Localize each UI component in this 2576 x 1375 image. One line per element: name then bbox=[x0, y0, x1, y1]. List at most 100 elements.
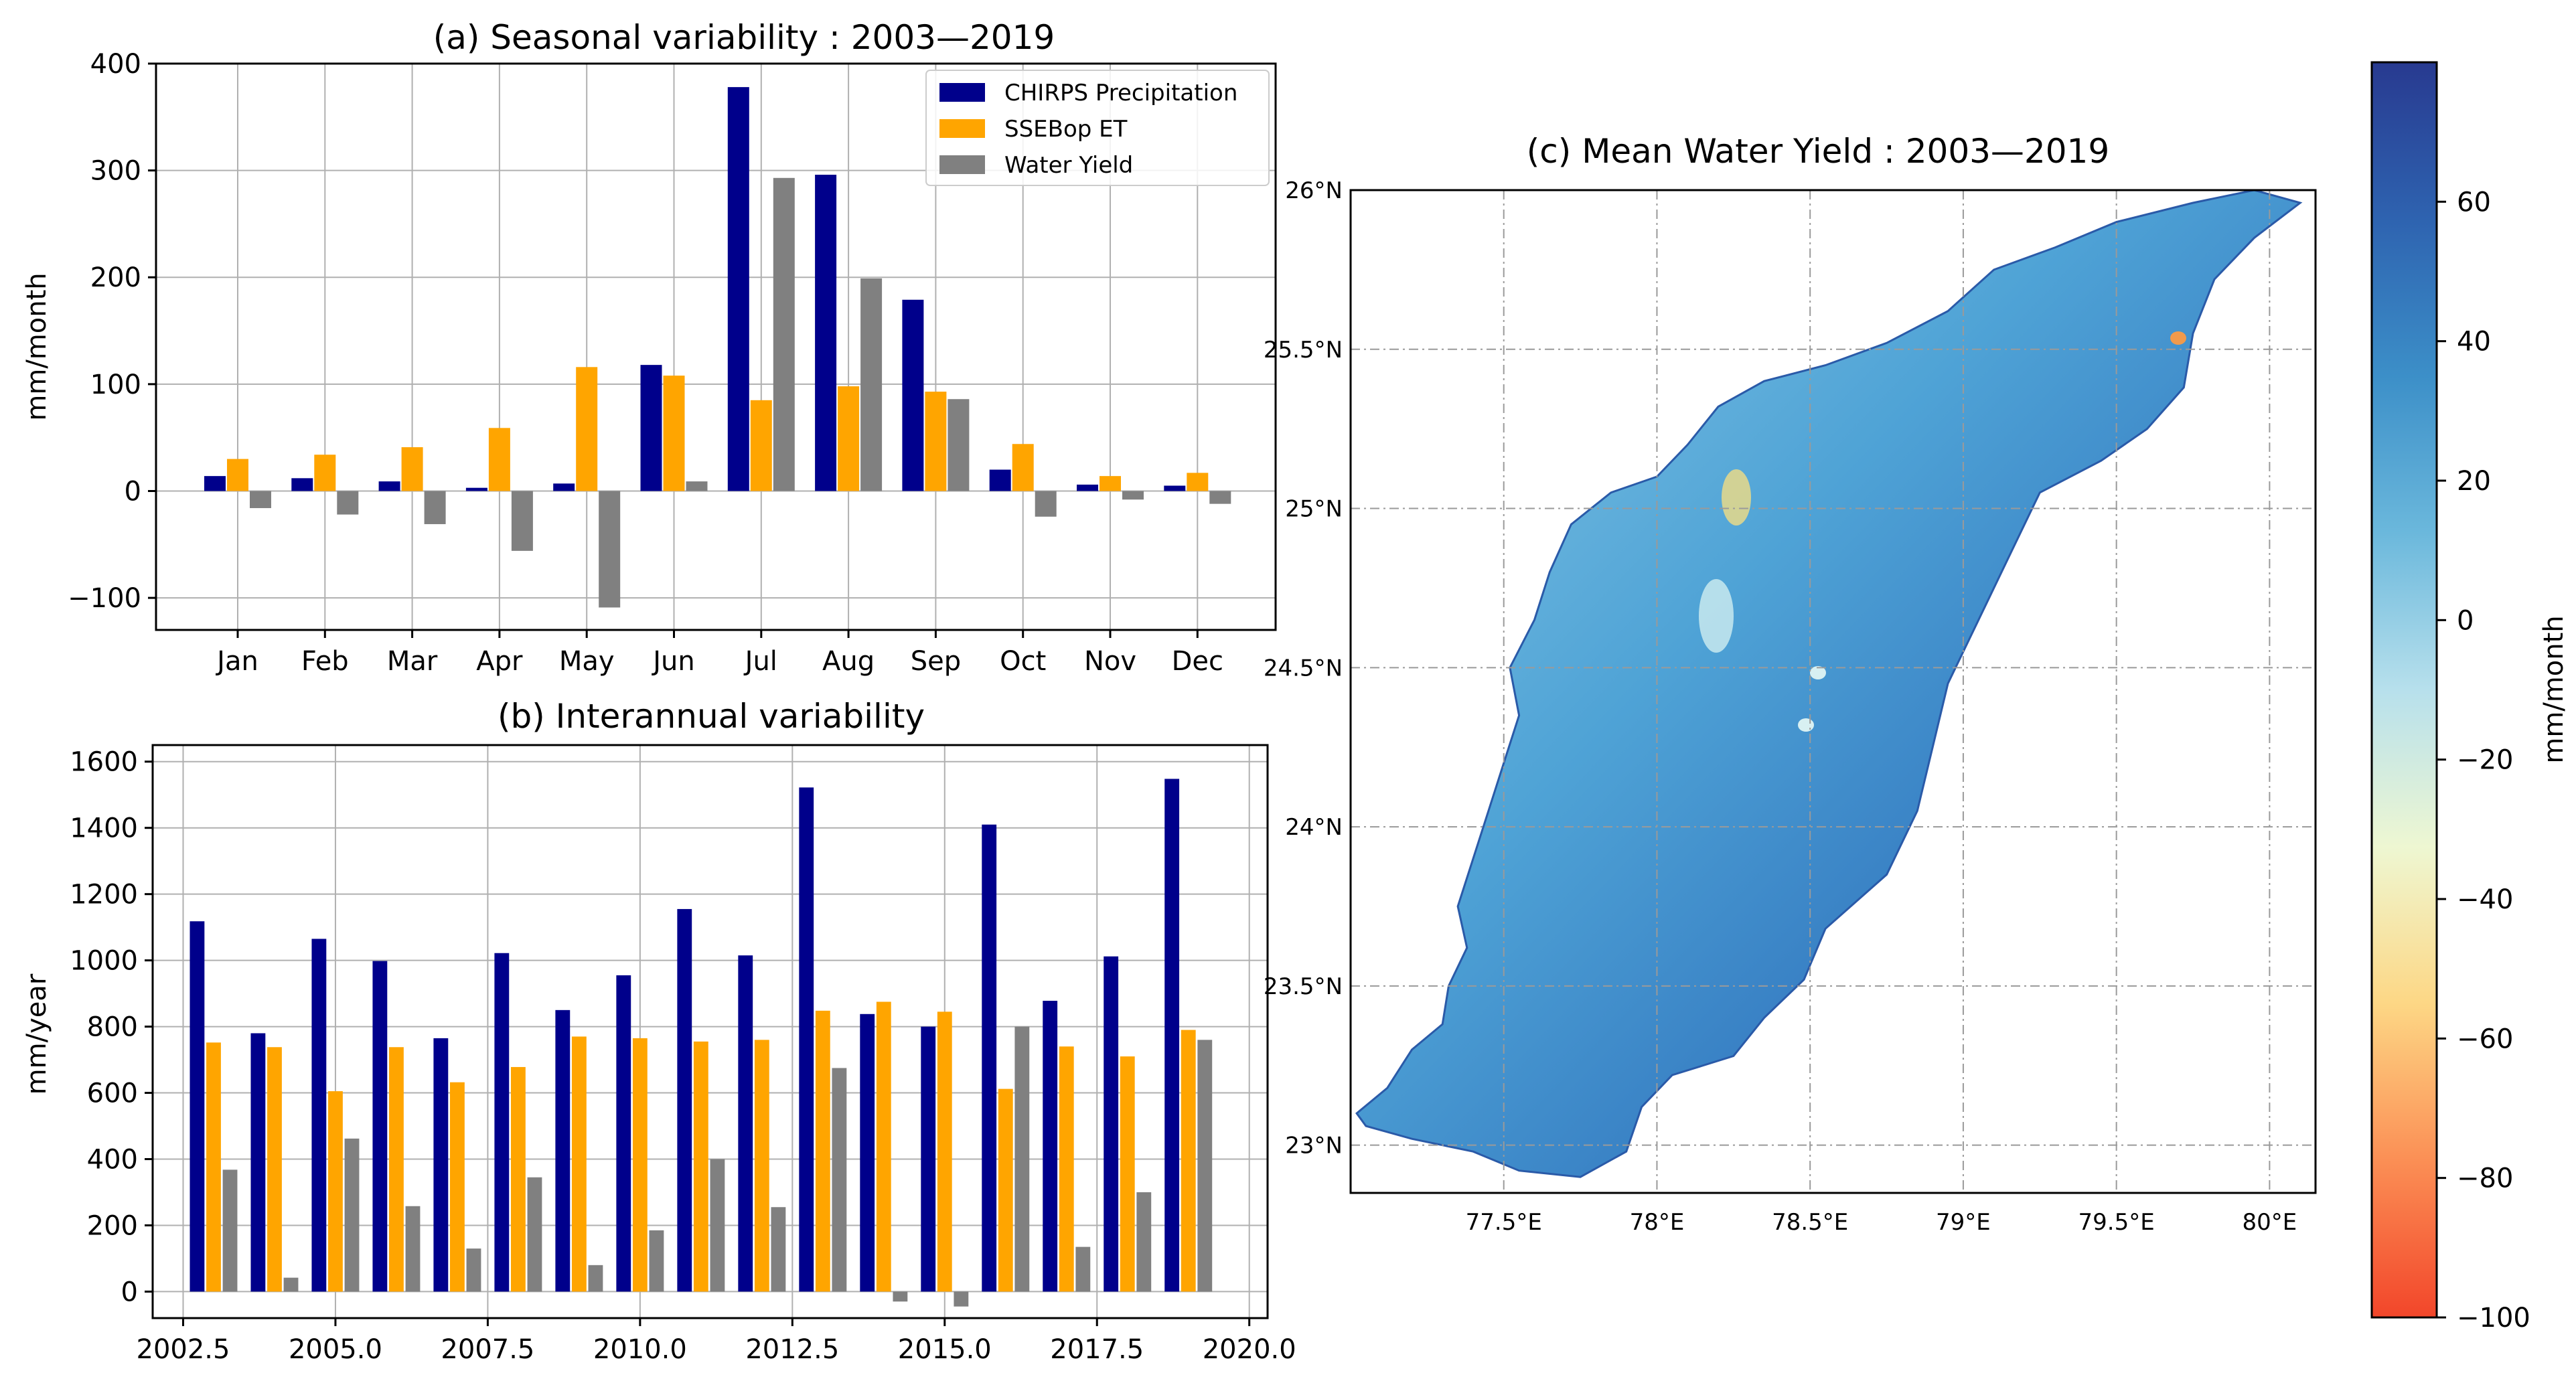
bar bbox=[727, 87, 749, 491]
bar bbox=[511, 491, 533, 551]
bar bbox=[291, 478, 313, 491]
x-tick-label: 2020.0 bbox=[1203, 1334, 1296, 1365]
y-tick-label: 24.5°N bbox=[1264, 655, 1343, 681]
low-yield-patch bbox=[1722, 469, 1751, 525]
y-tick-label: 100 bbox=[90, 370, 141, 400]
low-yield-patch bbox=[2170, 331, 2186, 345]
interannual-chart-title: (b) Interannual variability bbox=[498, 697, 925, 736]
seasonal-chart-y-ticks: −100 0 100 200 300 400 bbox=[68, 49, 156, 614]
bar bbox=[832, 1068, 847, 1292]
legend-label-precip: CHIRPS Precipitation bbox=[1004, 80, 1237, 106]
y-tick-label: 1400 bbox=[70, 813, 138, 844]
bar bbox=[998, 1088, 1013, 1292]
x-tick-label: 2012.5 bbox=[745, 1334, 839, 1365]
water-yield-map-title: (c) Mean Water Yield : 2003—2019 bbox=[1527, 132, 2109, 171]
bar bbox=[1077, 484, 1098, 491]
colorbar-tick-label: 20 bbox=[2457, 466, 2491, 497]
y-tick-label: 1200 bbox=[70, 880, 138, 910]
bar bbox=[450, 1082, 465, 1292]
bar bbox=[314, 455, 336, 491]
colorbar: 60 40 20 0 −20 −40 −60 −80 −100 mm/month bbox=[2370, 61, 2569, 1333]
bar bbox=[640, 365, 662, 491]
x-tick-label: 79.5°E bbox=[2078, 1209, 2155, 1236]
legend-label-yield: Water Yield bbox=[1004, 152, 1133, 179]
colorbar-tick-label: −40 bbox=[2457, 884, 2513, 915]
bar bbox=[1209, 491, 1231, 504]
colorbar-tick-label: −80 bbox=[2457, 1163, 2513, 1194]
y-tick-label: 1600 bbox=[70, 747, 138, 778]
interannual-chart-bars bbox=[190, 779, 1213, 1307]
colorbar-label: mm/month bbox=[2539, 615, 2569, 763]
y-tick-label: 24°N bbox=[1285, 814, 1343, 841]
bar bbox=[1136, 1192, 1152, 1292]
bar bbox=[1181, 1030, 1196, 1292]
bar bbox=[283, 1277, 299, 1292]
interannual-chart: (b) Interannual variability 2002.5 2005.0… bbox=[21, 697, 1296, 1365]
y-tick-label: 600 bbox=[87, 1078, 138, 1109]
bar bbox=[1100, 476, 1121, 491]
bar bbox=[250, 1033, 266, 1292]
colorbar-tick-label: 0 bbox=[2457, 605, 2474, 636]
seasonal-chart-frame bbox=[155, 62, 1277, 631]
bar bbox=[1120, 1056, 1135, 1292]
x-tick-label: Jan bbox=[215, 646, 258, 677]
x-tick-label: May bbox=[559, 646, 615, 677]
bar bbox=[773, 177, 795, 491]
legend-swatch-precip bbox=[939, 83, 985, 102]
seasonal-chart-title: (a) Seasonal variability : 2003—2019 bbox=[433, 18, 1055, 57]
bar bbox=[1043, 1000, 1058, 1292]
y-tick-label: 200 bbox=[90, 262, 141, 293]
bar bbox=[227, 459, 248, 491]
y-tick-label: 1000 bbox=[70, 946, 138, 977]
x-tick-label: Jun bbox=[651, 646, 695, 677]
interannual-chart-y-label: mm/year bbox=[21, 973, 52, 1095]
bar bbox=[948, 399, 970, 491]
legend-label-et: SSEBop ET bbox=[1004, 116, 1128, 143]
y-tick-label: 400 bbox=[90, 49, 141, 80]
bar bbox=[982, 824, 997, 1292]
x-tick-label: 2005.0 bbox=[289, 1334, 382, 1365]
x-tick-label: Oct bbox=[1000, 646, 1046, 677]
y-tick-label: 26°N bbox=[1285, 177, 1343, 204]
x-tick-label: 78°E bbox=[1630, 1209, 1685, 1236]
bar bbox=[1197, 1040, 1213, 1292]
y-tick-label: −100 bbox=[68, 583, 141, 614]
bar bbox=[588, 1265, 603, 1292]
x-tick-label: Jul bbox=[743, 646, 777, 677]
x-tick-label: 78.5°E bbox=[1772, 1209, 1848, 1236]
bar bbox=[206, 1042, 221, 1292]
bar bbox=[1104, 956, 1119, 1292]
bar bbox=[527, 1177, 542, 1292]
bar bbox=[328, 1091, 343, 1292]
colorbar-tick-label: −20 bbox=[2457, 745, 2513, 776]
bar bbox=[815, 1010, 830, 1292]
x-tick-label: Dec bbox=[1172, 646, 1223, 677]
x-tick-label: 77.5°E bbox=[1466, 1209, 1542, 1236]
y-tick-label: 0 bbox=[121, 1277, 138, 1307]
x-tick-label: 2007.5 bbox=[441, 1334, 534, 1365]
bar bbox=[799, 787, 814, 1292]
y-tick-label: 25°N bbox=[1285, 496, 1343, 523]
bar bbox=[190, 921, 205, 1292]
seasonal-chart: (a) Seasonal variability : 2003—2019 Jan… bbox=[21, 18, 1277, 677]
bar bbox=[902, 299, 924, 491]
bar bbox=[925, 392, 947, 491]
colorbar-tick-label: −60 bbox=[2457, 1024, 2513, 1054]
bar bbox=[771, 1207, 786, 1292]
low-yield-patch bbox=[1810, 666, 1826, 679]
bar bbox=[433, 1038, 449, 1292]
colorbar-ramp bbox=[2370, 61, 2438, 1319]
interannual-chart-frame bbox=[151, 744, 1269, 1319]
colorbar-ticks: 60 40 20 0 −20 −40 −60 −80 −100 bbox=[2437, 187, 2530, 1333]
y-tick-label: 800 bbox=[87, 1012, 138, 1043]
bar bbox=[372, 961, 388, 1292]
x-tick-label: Feb bbox=[301, 646, 349, 677]
bar bbox=[389, 1047, 404, 1292]
bar bbox=[571, 1036, 587, 1292]
x-tick-label: Sep bbox=[911, 646, 961, 677]
bar bbox=[1035, 491, 1057, 517]
bar bbox=[921, 1026, 936, 1292]
x-tick-label: Mar bbox=[387, 646, 438, 677]
bar bbox=[1122, 491, 1144, 500]
